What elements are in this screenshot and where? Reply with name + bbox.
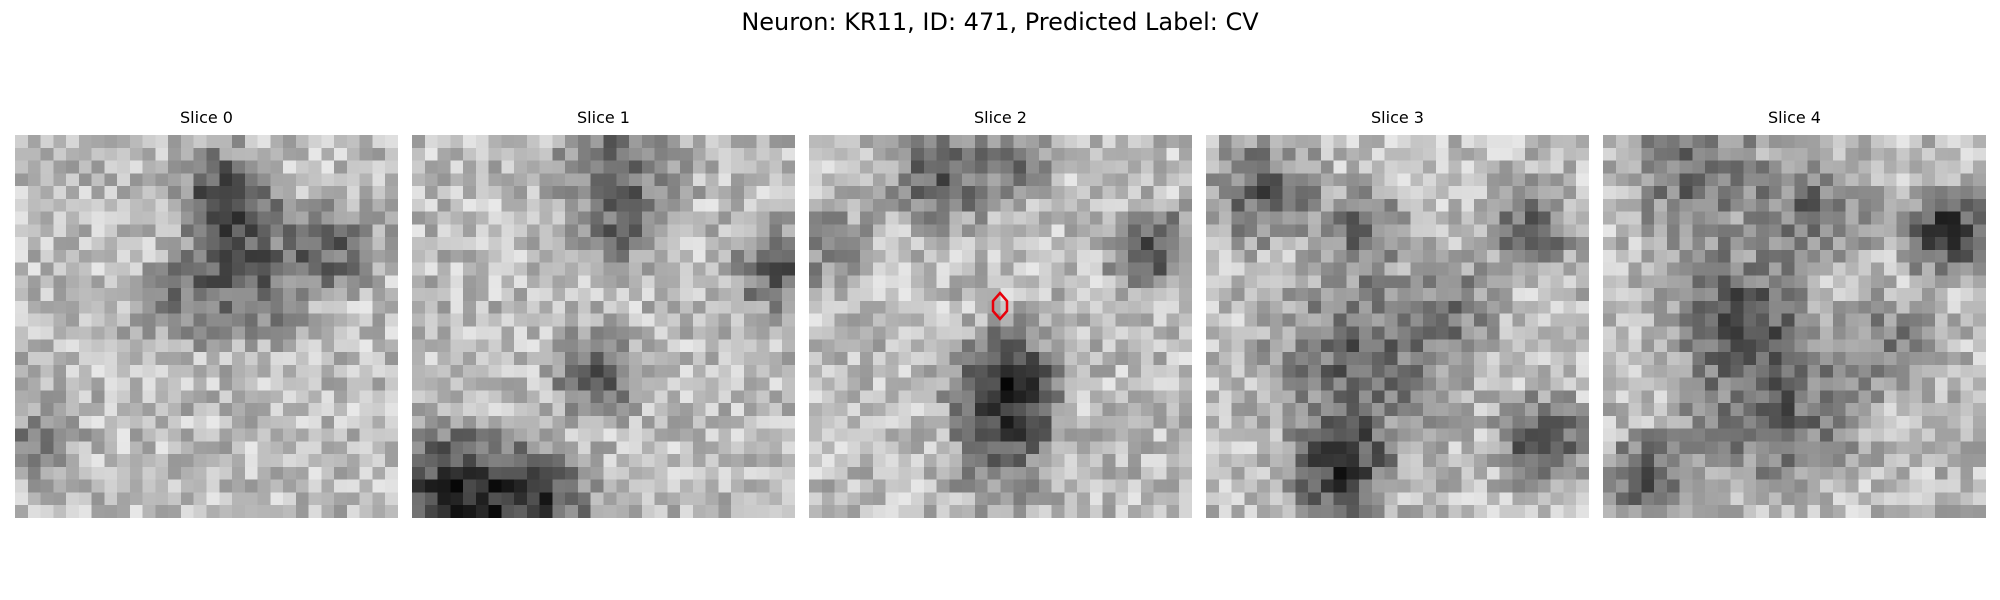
slice-image-1	[412, 135, 795, 518]
slice-title: Slice 3	[1371, 108, 1424, 127]
slice-title: Slice 0	[180, 108, 233, 127]
slice-title: Slice 4	[1768, 108, 1821, 127]
slice-image-3	[1206, 135, 1589, 518]
slice-title: Slice 2	[974, 108, 1027, 127]
figure-title: Neuron: KR11, ID: 471, Predicted Label: …	[741, 8, 1259, 36]
slice-image-4	[1603, 135, 1986, 518]
slice-title: Slice 1	[577, 108, 630, 127]
slice-image-0	[15, 135, 398, 518]
slice-image-2	[809, 135, 1192, 518]
